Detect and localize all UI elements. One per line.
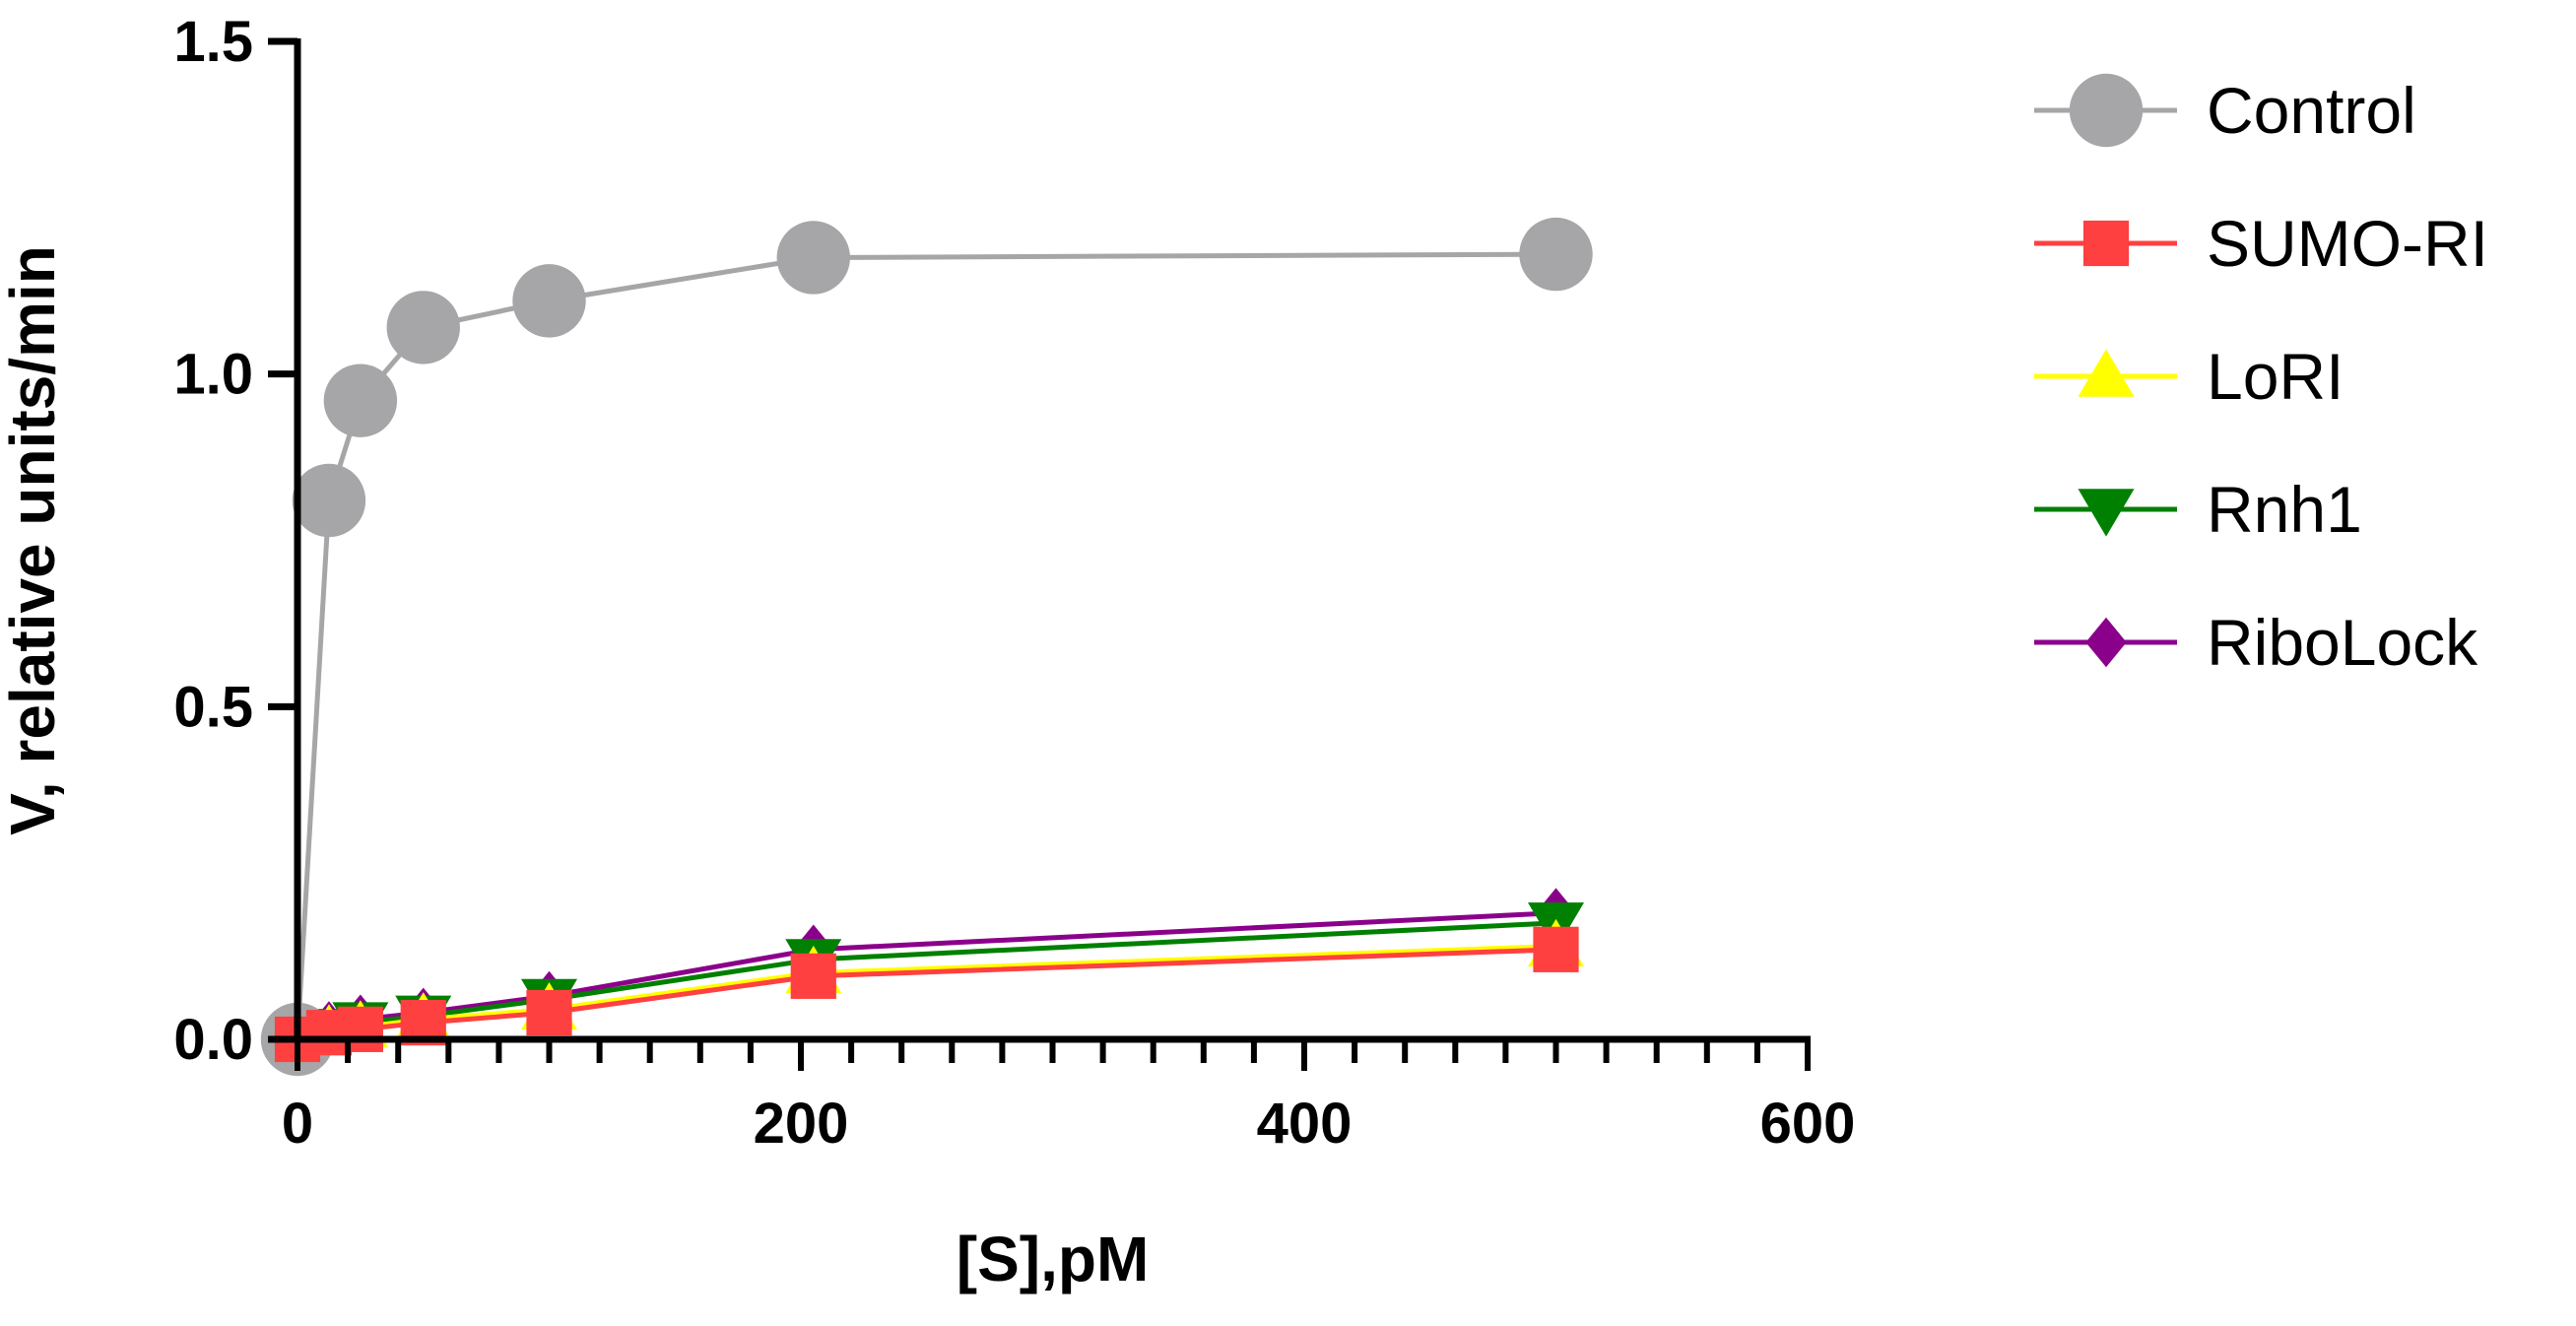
x-axis-title: [S],pM — [957, 1224, 1150, 1294]
legend-label: Control — [2207, 74, 2416, 147]
legend-label: SUMO-RI — [2207, 207, 2488, 280]
legend-item-control: Control — [2034, 73, 2416, 148]
axes-layer — [294, 38, 1811, 1043]
data-point-control — [386, 291, 460, 365]
y-tick-label-3: 1.5 — [173, 10, 253, 74]
data-point-sumo-ri — [790, 953, 836, 999]
legend-label: Rnh1 — [2207, 473, 2362, 546]
x-tick-label-0: 0 — [282, 1092, 313, 1156]
y-tick-label-2: 1.0 — [173, 343, 253, 407]
x-tick-label-1: 200 — [754, 1092, 849, 1156]
ticks-layer: 0.0 0.5 1.0 1.5 0 200 400 600 — [173, 10, 1855, 1156]
legend-item-lori: LoRI — [2034, 340, 2344, 413]
series-layer — [260, 217, 1593, 1077]
legend: Control SUMO-RI LoRI Rnh1 RiboLock — [2034, 73, 2488, 679]
legend-item-rnh1: Rnh1 — [2034, 473, 2362, 546]
y-tick-label-1: 0.5 — [173, 675, 253, 739]
data-point-control — [1519, 217, 1593, 292]
legend-marker — [2078, 489, 2135, 537]
series-line-lori — [297, 943, 1556, 1042]
data-point-sumo-ri — [1533, 926, 1579, 972]
series-line-sumo-ri — [297, 947, 1556, 1042]
legend-label: RiboLock — [2207, 606, 2478, 679]
y-axis-title: V, relative units/min — [0, 245, 68, 835]
data-point-control — [292, 463, 366, 538]
data-point-sumo-ri — [337, 1006, 383, 1052]
series-sumo-ri — [274, 926, 1579, 1063]
series-control — [260, 217, 1593, 1077]
legend-marker — [2078, 349, 2135, 397]
data-point-control — [323, 364, 398, 437]
legend-item-sumo-ri: SUMO-RI — [2034, 207, 2488, 280]
legend-label: LoRI — [2207, 340, 2344, 413]
data-point-control — [512, 264, 586, 338]
series-line-rnh1 — [297, 920, 1556, 1042]
x-tick-label-2: 400 — [1257, 1092, 1353, 1156]
legend-marker — [2085, 617, 2127, 668]
x-tick-label-3: 600 — [1760, 1092, 1856, 1156]
y-tick-label-0: 0.0 — [173, 1008, 253, 1072]
legend-marker — [2069, 73, 2144, 148]
data-point-control — [776, 221, 850, 295]
data-point-sumo-ri — [526, 989, 572, 1036]
legend-item-ribolock: RiboLock — [2034, 606, 2478, 679]
legend-marker — [2082, 220, 2130, 267]
